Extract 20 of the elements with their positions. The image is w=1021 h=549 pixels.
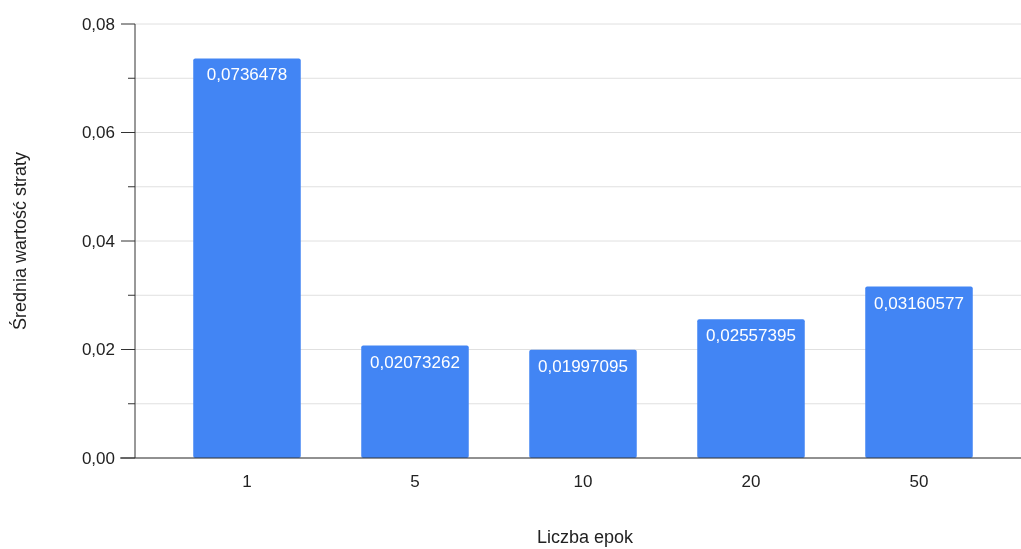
x-tick-label: 10 xyxy=(573,472,593,491)
y-axis-title: Średnia wartość straty xyxy=(9,151,30,331)
bar xyxy=(697,319,805,458)
x-tick-label: 20 xyxy=(741,472,761,491)
x-tick-label: 1 xyxy=(242,472,252,491)
x-tick-label: 50 xyxy=(909,472,929,491)
bar xyxy=(865,286,973,458)
x-tick-label: 5 xyxy=(410,472,420,491)
data-label: 0,02557395 xyxy=(706,326,796,346)
data-label: 0,0736478 xyxy=(206,65,288,85)
data-label: 0,03160577 xyxy=(874,293,964,313)
y-tick-label: 0,06 xyxy=(81,123,115,143)
bar xyxy=(193,58,301,458)
y-tick-label: 0,08 xyxy=(81,14,115,34)
y-tick-label: 0,02 xyxy=(81,340,115,360)
y-tick-label: 0,00 xyxy=(81,448,115,468)
x-axis-title: Liczba epok xyxy=(536,527,635,547)
data-label: 0,02073262 xyxy=(370,352,460,372)
data-label: 0,01997095 xyxy=(538,356,628,376)
y-tick-label: 0,04 xyxy=(81,231,115,251)
